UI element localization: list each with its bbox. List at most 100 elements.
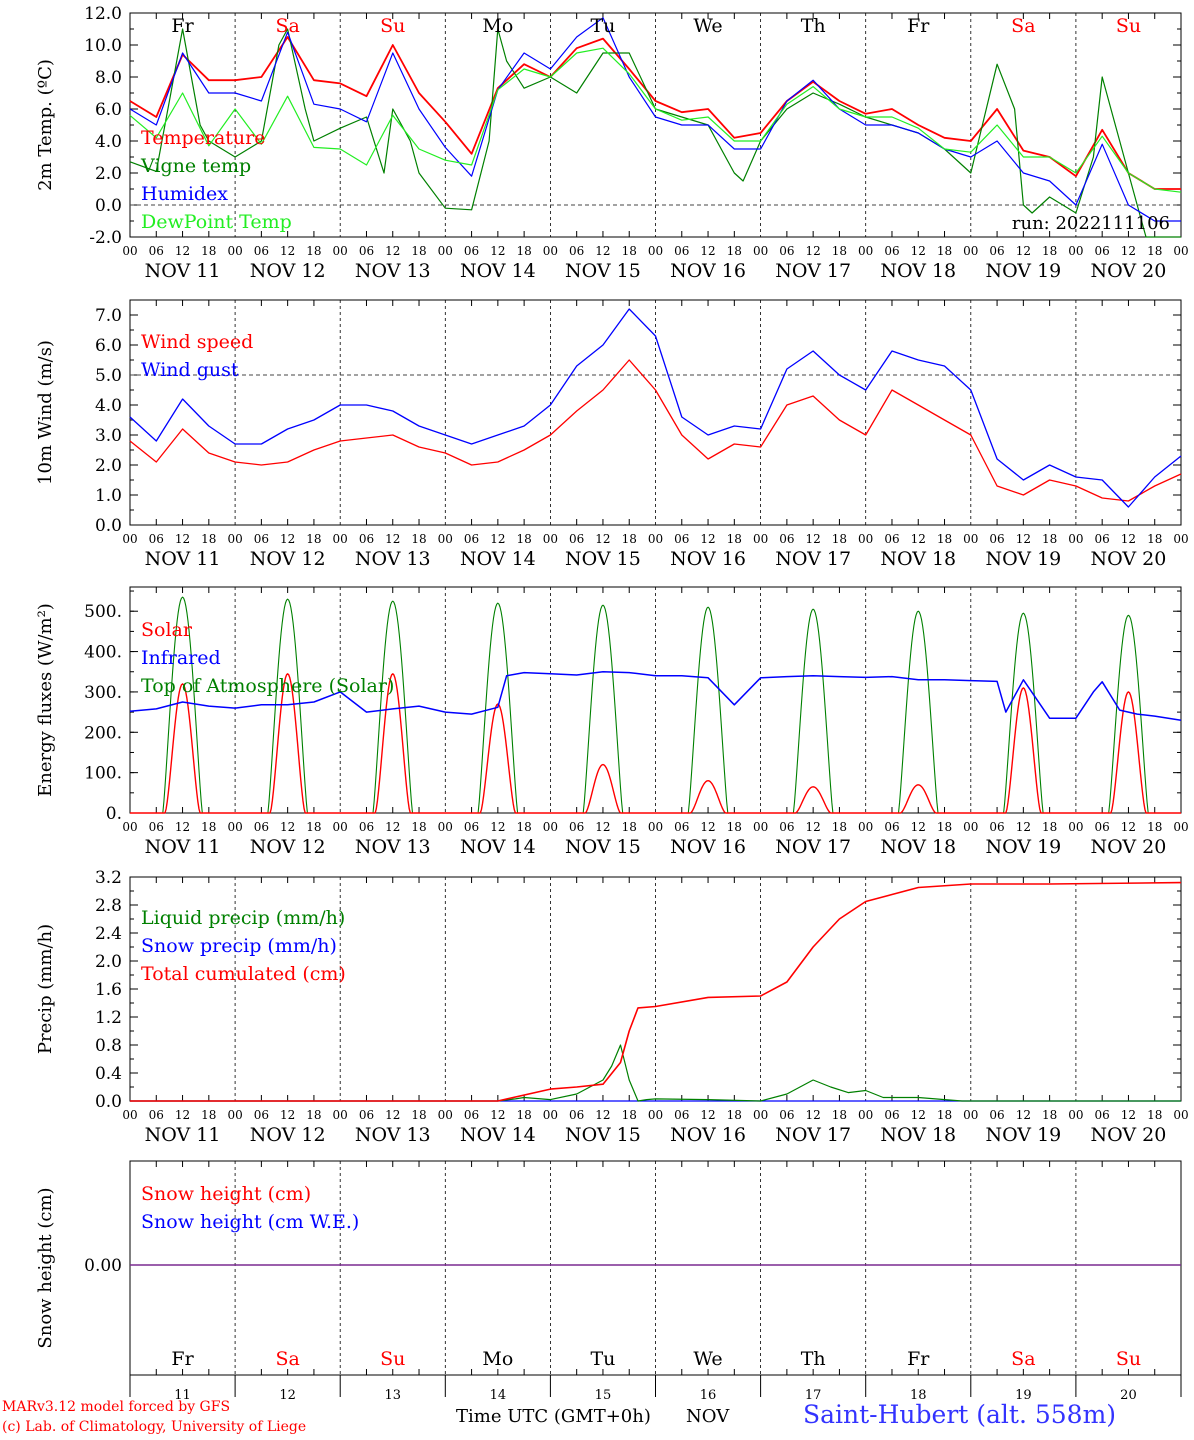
x-hour-label: 00 (963, 820, 978, 834)
x-hour-label: 18 (1147, 1108, 1162, 1122)
legend-entry: Infrared (141, 647, 221, 669)
x-hour-label: 12 (700, 1108, 715, 1122)
x-hour-label: 00 (227, 1108, 242, 1122)
x-hour-label: 06 (884, 244, 899, 258)
x-hour-label: 12 (490, 244, 505, 258)
month-label: NOV (686, 1406, 730, 1427)
x-date-label: NOV 13 (355, 260, 431, 282)
y-tick-label: -2.0 (89, 228, 122, 248)
x-hour-label: 06 (359, 244, 374, 258)
x-hour-label: 00 (227, 244, 242, 258)
x-hour-label: 18 (1147, 532, 1162, 546)
x-hour-label: 18 (411, 532, 426, 546)
x-hour-label: 12 (700, 820, 715, 834)
run-label: run: 2022111106 (1012, 213, 1170, 234)
x-hour-label: 06 (149, 532, 164, 546)
x-hour-label: 00 (858, 820, 873, 834)
series-line (130, 1044, 1181, 1102)
x-date-label: NOV 18 (880, 548, 956, 570)
day-name-label: Mo (482, 1348, 513, 1370)
x-hour-label: 12 (1016, 820, 1031, 834)
y-tick-label: 2.8 (95, 896, 122, 916)
y-tick-label: 2.0 (95, 456, 122, 476)
x-hour-label: 18 (411, 244, 426, 258)
x-hour-label: 12 (385, 244, 400, 258)
x-hour-label: 18 (937, 1108, 952, 1122)
x-date-label: NOV 20 (1091, 836, 1167, 858)
day-name-label: Su (380, 1348, 405, 1370)
x-hour-label: 12 (700, 244, 715, 258)
x-hour-label: 18 (832, 1108, 847, 1122)
x-date-label: NOV 15 (565, 1124, 641, 1146)
series-line (129, 17, 1181, 222)
y-tick-label: 4.0 (95, 132, 122, 152)
x-hour-label: 18 (1042, 820, 1057, 834)
day-name-label: Tu (590, 15, 615, 37)
x-hour-label: 18 (1042, 244, 1057, 258)
x-date-label: NOV 20 (1091, 260, 1167, 282)
x-hour-label: 12 (1121, 532, 1136, 546)
x-hour-label: 00 (543, 532, 558, 546)
x-hour-label: 18 (1042, 532, 1057, 546)
x-hour-label: 12 (175, 820, 190, 834)
y-axis-label: 10m Wind (m/s) (35, 340, 56, 485)
day-name-label: Sa (1011, 1348, 1035, 1370)
x-date-label: NOV 16 (670, 836, 746, 858)
day-number-label: 16 (700, 1388, 717, 1403)
x-hour-label: 06 (569, 244, 584, 258)
x-hour-label: 12 (1016, 244, 1031, 258)
x-hour-label: 06 (674, 820, 689, 834)
y-tick-label: 4.0 (95, 396, 122, 416)
x-hour-label: 00 (333, 820, 348, 834)
x-hour-label: 00 (963, 1108, 978, 1122)
x-hour-label: 18 (832, 244, 847, 258)
day-name-label: Fr (171, 1348, 194, 1370)
day-name-label: Su (380, 15, 405, 37)
x-hour-label: 00 (753, 1108, 768, 1122)
y-tick-label: 0.4 (95, 1064, 122, 1084)
x-hour-label: 18 (937, 244, 952, 258)
legend-entry: Wind gust (141, 359, 239, 381)
x-date-label: NOV 11 (145, 1124, 221, 1146)
x-hour-label: 00 (648, 1108, 663, 1122)
x-hour-label: 12 (280, 1108, 295, 1122)
x-hour-label: 12 (1016, 1108, 1031, 1122)
x-date-label: NOV 18 (880, 836, 956, 858)
series-line (129, 308, 1182, 508)
x-hour-label: 00 (543, 244, 558, 258)
x-hour-label: 12 (700, 532, 715, 546)
y-tick-label: 6.0 (95, 336, 122, 356)
x-hour-label: 18 (201, 1108, 216, 1122)
x-date-label: NOV 18 (880, 1124, 956, 1146)
x-date-label: NOV 20 (1091, 548, 1167, 570)
x-hour-label: 00 (753, 820, 768, 834)
x-hour-label: 12 (595, 820, 610, 834)
day-name-label: Fr (907, 15, 930, 37)
x-hour-label: 06 (674, 532, 689, 546)
x-hour-label: 06 (989, 820, 1004, 834)
y-tick-label: 0.0 (95, 1092, 122, 1112)
x-hour-label: 18 (727, 820, 742, 834)
x-hour-label: 06 (884, 820, 899, 834)
x-hour-label: 12 (806, 1108, 821, 1122)
x-hour-label: 00 (858, 532, 873, 546)
x-hour-label: 00 (1068, 1108, 1083, 1122)
y-tick-label: 1.2 (95, 1008, 122, 1028)
x-hour-label: 18 (727, 532, 742, 546)
x-hour-label: 06 (359, 1108, 374, 1122)
panel-energy: 0. 100. 200. 300. 400. 500. Solar Infrared Top o… (35, 586, 1189, 858)
series-line (129, 36, 1181, 190)
x-hour-label: 06 (149, 820, 164, 834)
day-number-label: 20 (1120, 1388, 1137, 1403)
x-hour-label: 00 (963, 532, 978, 546)
x-hour-label: 06 (884, 1108, 899, 1122)
day-name-label: Th (801, 15, 826, 37)
x-date-label: NOV 17 (775, 1124, 851, 1146)
y-tick-label: 2.0 (95, 164, 122, 184)
x-hour-label: 06 (254, 820, 269, 834)
x-hour-label: 12 (490, 820, 505, 834)
x-hour-label: 00 (648, 820, 663, 834)
day-number-label: 15 (595, 1388, 612, 1403)
x-hour-label: 06 (149, 1108, 164, 1122)
x-hour-label: 06 (989, 244, 1004, 258)
